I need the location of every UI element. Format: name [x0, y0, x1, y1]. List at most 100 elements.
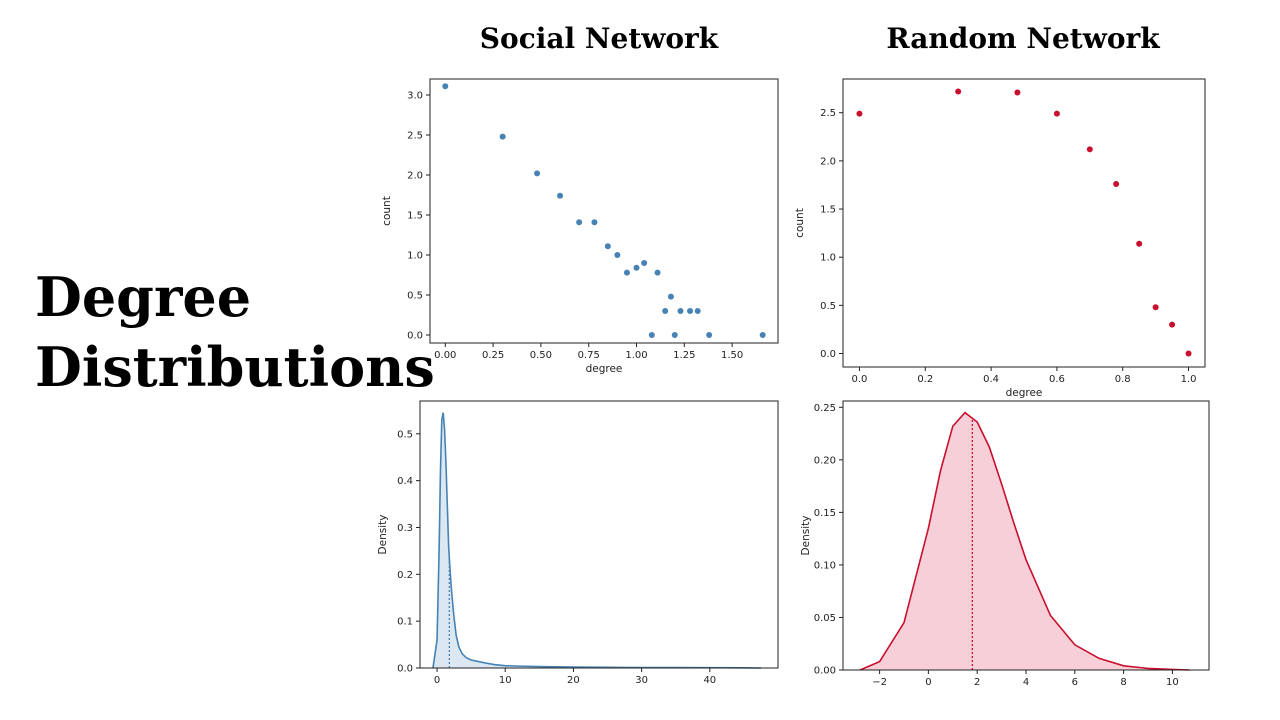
x-axis-label: degree — [1006, 387, 1043, 399]
y-tick-label: 0.3 — [397, 523, 413, 534]
social-density-chart: 0 10 20 30 40 0.0 0.1 0.2 0.3 0.4 0.5 Density — [377, 400, 779, 686]
x-tick-label: 1.0 — [1181, 374, 1197, 385]
y-tick-label: 0.10 — [814, 560, 836, 571]
random-scatter-chart: 0.0 0.2 0.4 0.6 0.8 1.0 0.0 0.5 1.0 1.5 2.0 2.5 degr… — [794, 78, 1206, 399]
x-tick-label: 0.00 — [434, 350, 456, 361]
data-point — [1014, 89, 1021, 96]
x-tick-label: 0.50 — [530, 350, 552, 361]
y-tick-label: 2.5 — [820, 108, 836, 119]
y-tick-label: 0.1 — [397, 617, 413, 628]
data-point — [1136, 240, 1143, 247]
x-tick-label: 20 — [567, 675, 580, 686]
slide-title: Degree Distributions — [35, 262, 435, 402]
y-tick-label: 0.20 — [814, 455, 836, 466]
x-tick-label: 0.8 — [1115, 374, 1131, 385]
x-axis-label: degree — [586, 363, 623, 375]
plot-frame — [842, 78, 1206, 368]
y-tick-label: 0.0 — [407, 331, 423, 342]
x-tick-label: 4 — [1023, 677, 1029, 688]
x-tick-label: 6 — [1072, 677, 1078, 688]
data-point — [499, 133, 506, 140]
x-tick-label: 0 — [925, 677, 931, 688]
y-tick-label: 1.5 — [820, 205, 836, 216]
column-header-social: Social Network — [479, 22, 719, 55]
social-scatter-chart: 0.00 0.25 0.50 0.75 1.00 1.25 1.50 0.0 0.5 1.0 1.5… — [381, 78, 779, 375]
y-tick-label: 0.5 — [407, 291, 423, 302]
x-tick-label: 1.50 — [721, 350, 743, 361]
data-point — [1169, 321, 1176, 328]
x-tick-label: 0.0 — [852, 374, 868, 385]
density-line — [432, 412, 761, 669]
y-tick-label: 0.2 — [397, 570, 413, 581]
y-tick-label: 0.0 — [820, 349, 836, 360]
data-point — [662, 308, 669, 314]
data-point — [955, 88, 962, 95]
y-axis-label: Density — [377, 515, 389, 555]
data-point — [671, 332, 678, 338]
y-tick-label: 2.0 — [407, 171, 423, 182]
y-tick-label: 0.0 — [397, 664, 413, 675]
x-tick-label: 40 — [703, 675, 716, 686]
data-point — [1152, 304, 1159, 311]
data-point — [557, 192, 564, 199]
x-tick-label: 10 — [1166, 677, 1179, 688]
x-tick-label: 10 — [499, 675, 512, 686]
data-point — [614, 252, 621, 258]
data-point — [623, 269, 630, 276]
density-line — [859, 411, 1190, 671]
plot-frame — [419, 400, 779, 669]
y-tick-label: 2.0 — [820, 156, 836, 167]
data-point — [706, 332, 713, 338]
data-point — [856, 110, 863, 117]
data-point — [759, 332, 766, 338]
data-point — [654, 269, 661, 276]
data-point — [604, 243, 611, 250]
data-point — [648, 332, 655, 338]
data-point — [576, 219, 583, 226]
y-tick-label: 1.5 — [407, 211, 423, 222]
data-point — [641, 260, 648, 266]
x-tick-label: −2 — [872, 677, 887, 688]
density-fill — [432, 412, 761, 668]
y-tick-label: 0.00 — [814, 666, 836, 677]
data-point — [633, 264, 640, 271]
data-point — [667, 293, 674, 300]
x-tick-label: 0.2 — [917, 374, 933, 385]
data-point — [1185, 350, 1192, 357]
x-tick-label: 0 — [434, 675, 440, 686]
slide-title-line1: Degree — [35, 265, 252, 329]
y-tick-label: 3.0 — [407, 91, 423, 102]
y-tick-label: 0.05 — [814, 613, 836, 624]
y-tick-label: 0.5 — [820, 301, 836, 312]
x-tick-label: 0.4 — [983, 374, 999, 385]
y-axis-label: Density — [800, 516, 812, 556]
y-axis-label: count — [794, 208, 806, 238]
data-point — [694, 308, 701, 314]
data-point — [687, 308, 694, 314]
y-axis-label: count — [381, 196, 393, 226]
data-point — [591, 219, 598, 226]
x-tick-label: 0.25 — [482, 350, 504, 361]
data-point — [1113, 180, 1120, 187]
x-tick-label: 1.00 — [625, 350, 647, 361]
random-density-chart: −2 0 2 4 6 8 10 0.00 0.05 0.10 0.15 0.20 0.25 Density — [800, 400, 1210, 688]
y-tick-label: 0.4 — [397, 476, 413, 487]
x-tick-label: 8 — [1120, 677, 1126, 688]
x-tick-label: 1.25 — [673, 350, 695, 361]
data-point — [534, 170, 541, 177]
data-point — [1053, 110, 1060, 117]
x-tick-label: 30 — [635, 675, 648, 686]
y-tick-label: 0.5 — [397, 429, 413, 440]
density-fill — [860, 412, 1190, 670]
slide-title-line2: Distributions — [35, 335, 435, 399]
y-tick-label: 0.15 — [814, 508, 836, 519]
data-point — [442, 83, 449, 90]
data-point — [677, 308, 684, 314]
y-tick-label: 2.5 — [407, 131, 423, 142]
plot-frame — [429, 78, 779, 344]
y-tick-label: 1.0 — [407, 251, 423, 262]
x-tick-label: 0.75 — [578, 350, 600, 361]
y-tick-label: 0.25 — [814, 403, 836, 414]
y-tick-label: 1.0 — [820, 253, 836, 264]
x-tick-label: 2 — [974, 677, 980, 688]
